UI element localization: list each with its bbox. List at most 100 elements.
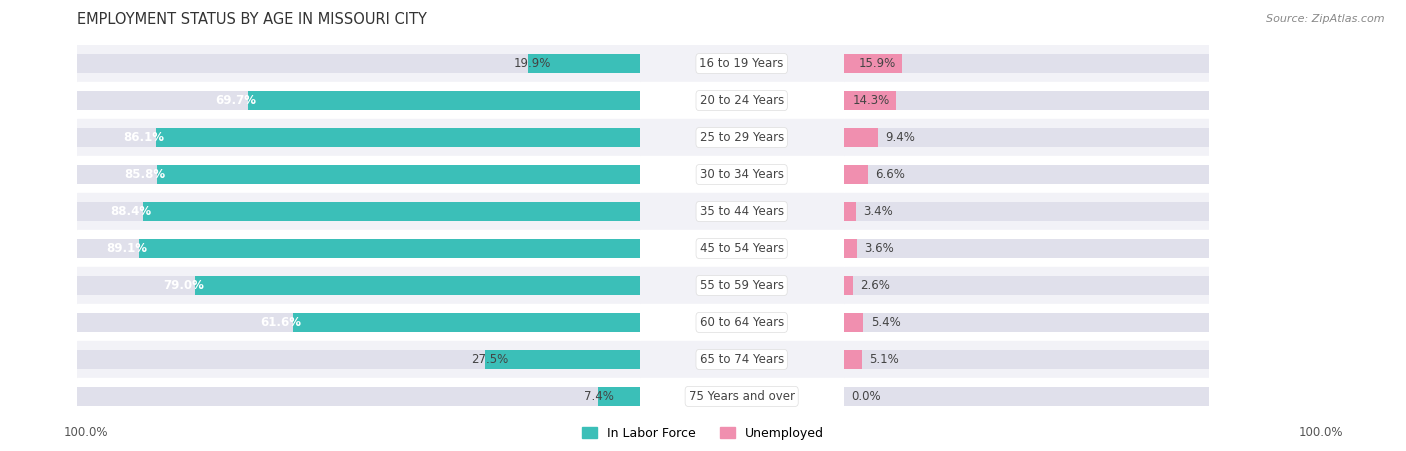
- Bar: [247, 91, 640, 110]
- Text: 9.4%: 9.4%: [886, 131, 915, 144]
- Bar: [77, 193, 640, 230]
- Bar: [77, 82, 640, 119]
- Bar: [844, 202, 1209, 221]
- Text: 89.1%: 89.1%: [105, 242, 148, 255]
- Text: 69.7%: 69.7%: [215, 94, 256, 107]
- Bar: [844, 165, 1209, 184]
- Bar: [844, 350, 862, 369]
- Bar: [527, 54, 640, 73]
- Bar: [485, 350, 640, 369]
- Bar: [77, 267, 640, 304]
- Text: 19.9%: 19.9%: [513, 57, 551, 70]
- Bar: [77, 165, 640, 184]
- Bar: [844, 313, 863, 332]
- Bar: [77, 54, 640, 73]
- Bar: [640, 230, 844, 267]
- Bar: [844, 91, 896, 110]
- Bar: [844, 91, 1209, 110]
- Bar: [77, 202, 640, 221]
- Bar: [844, 387, 1209, 406]
- Bar: [844, 82, 1209, 119]
- Text: 2.6%: 2.6%: [860, 279, 890, 292]
- Bar: [844, 54, 1209, 73]
- Bar: [640, 304, 844, 341]
- Bar: [844, 165, 868, 184]
- Text: 75 Years and over: 75 Years and over: [689, 390, 794, 403]
- Bar: [844, 119, 1209, 156]
- Bar: [640, 341, 844, 378]
- Bar: [844, 267, 1209, 304]
- Text: 65 to 74 Years: 65 to 74 Years: [700, 353, 783, 366]
- Bar: [640, 119, 844, 156]
- Bar: [844, 54, 901, 73]
- Text: 79.0%: 79.0%: [163, 279, 204, 292]
- Bar: [844, 45, 1209, 82]
- Bar: [844, 350, 1209, 369]
- Bar: [640, 156, 844, 193]
- Text: 3.4%: 3.4%: [863, 205, 893, 218]
- Bar: [844, 128, 877, 147]
- Bar: [77, 378, 640, 415]
- Bar: [77, 304, 640, 341]
- Bar: [77, 119, 640, 156]
- Text: 16 to 19 Years: 16 to 19 Years: [699, 57, 785, 70]
- Bar: [77, 156, 640, 193]
- Text: 3.6%: 3.6%: [865, 242, 894, 255]
- Bar: [294, 313, 640, 332]
- Bar: [142, 202, 640, 221]
- Text: 85.8%: 85.8%: [125, 168, 166, 181]
- Bar: [77, 313, 640, 332]
- Bar: [844, 202, 856, 221]
- Text: 45 to 54 Years: 45 to 54 Years: [700, 242, 783, 255]
- Text: 27.5%: 27.5%: [471, 353, 508, 366]
- Text: 5.4%: 5.4%: [870, 316, 900, 329]
- Bar: [640, 45, 844, 82]
- Bar: [640, 82, 844, 119]
- Text: 60 to 64 Years: 60 to 64 Years: [700, 316, 783, 329]
- Bar: [844, 128, 1209, 147]
- Text: EMPLOYMENT STATUS BY AGE IN MISSOURI CITY: EMPLOYMENT STATUS BY AGE IN MISSOURI CIT…: [77, 12, 427, 27]
- Bar: [598, 387, 640, 406]
- Bar: [139, 239, 640, 258]
- Bar: [77, 239, 640, 258]
- Text: 0.0%: 0.0%: [851, 390, 880, 403]
- Bar: [844, 304, 1209, 341]
- Bar: [844, 341, 1209, 378]
- Bar: [844, 239, 856, 258]
- Bar: [844, 156, 1209, 193]
- Bar: [844, 239, 1209, 258]
- Bar: [195, 276, 640, 295]
- Bar: [640, 267, 844, 304]
- Text: 14.3%: 14.3%: [853, 94, 890, 107]
- Legend: In Labor Force, Unemployed: In Labor Force, Unemployed: [576, 422, 830, 445]
- Bar: [77, 45, 640, 82]
- Text: 100.0%: 100.0%: [1298, 427, 1343, 439]
- Bar: [77, 91, 640, 110]
- Text: 5.1%: 5.1%: [869, 353, 900, 366]
- Bar: [77, 128, 640, 147]
- Bar: [77, 387, 640, 406]
- Bar: [157, 165, 640, 184]
- Bar: [640, 193, 844, 230]
- Text: 61.6%: 61.6%: [260, 316, 302, 329]
- Text: 6.6%: 6.6%: [875, 168, 905, 181]
- Bar: [77, 341, 640, 378]
- Text: Source: ZipAtlas.com: Source: ZipAtlas.com: [1267, 14, 1385, 23]
- Text: 30 to 34 Years: 30 to 34 Years: [700, 168, 783, 181]
- Bar: [77, 350, 640, 369]
- Bar: [844, 193, 1209, 230]
- Text: 35 to 44 Years: 35 to 44 Years: [700, 205, 783, 218]
- Text: 88.4%: 88.4%: [110, 205, 150, 218]
- Bar: [844, 276, 1209, 295]
- Text: 55 to 59 Years: 55 to 59 Years: [700, 279, 783, 292]
- Text: 15.9%: 15.9%: [859, 57, 896, 70]
- Bar: [844, 378, 1209, 415]
- Text: 86.1%: 86.1%: [122, 131, 165, 144]
- Text: 25 to 29 Years: 25 to 29 Years: [700, 131, 783, 144]
- Bar: [844, 313, 1209, 332]
- Text: 7.4%: 7.4%: [583, 390, 614, 403]
- Text: 20 to 24 Years: 20 to 24 Years: [700, 94, 783, 107]
- Bar: [844, 276, 853, 295]
- Bar: [156, 128, 640, 147]
- Bar: [640, 378, 844, 415]
